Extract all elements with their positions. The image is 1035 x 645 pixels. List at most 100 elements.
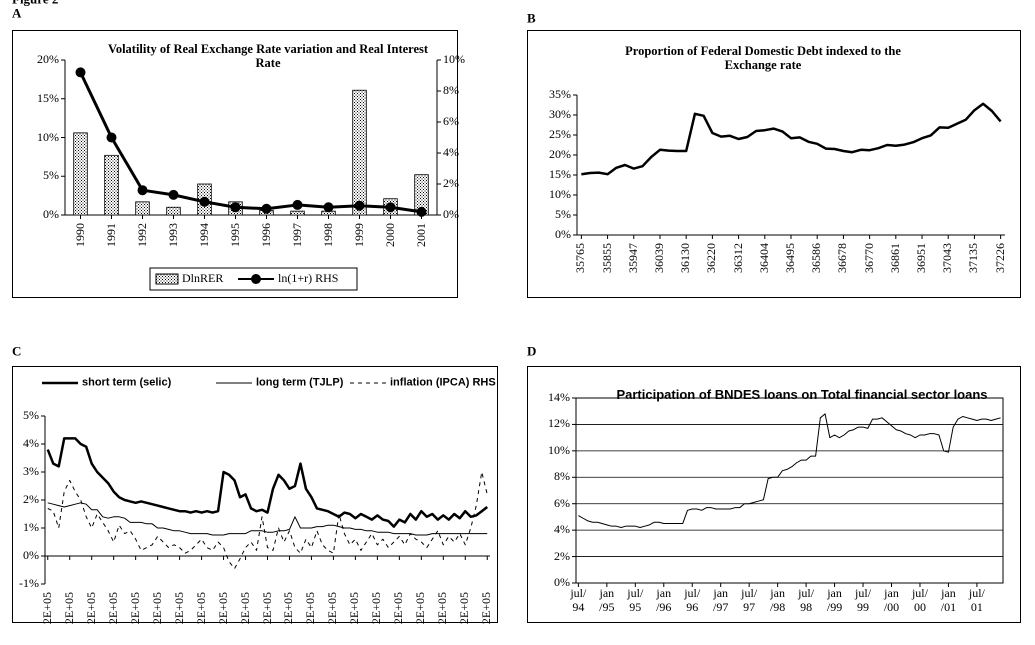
x-tick-label: 2E+05 <box>281 592 296 625</box>
x-tick-label: 2E+05 <box>391 592 406 625</box>
x-tick-label: 2E+05 <box>347 592 362 625</box>
line-marker <box>261 203 272 214</box>
x-tick-label: 2E+05 <box>171 592 186 625</box>
data-line <box>47 471 488 570</box>
y-tick-label: 5% <box>555 207 571 222</box>
line-marker <box>106 132 117 143</box>
x-tick-label: 2E+05 <box>215 592 230 625</box>
data-line <box>581 102 1002 176</box>
x-tick-label: jul/ 95 <box>627 586 644 614</box>
data-line <box>79 71 422 214</box>
bar <box>352 89 367 216</box>
legend-box <box>149 267 358 291</box>
y-tick-label: 0% <box>555 227 571 242</box>
x-tick-label: 2E+05 <box>83 592 98 625</box>
panel-frame <box>527 366 1021 623</box>
panel-letter: D <box>527 343 537 359</box>
y2-tick-label: 10% <box>443 52 465 67</box>
x-tick-label: 37226 <box>992 243 1007 273</box>
plot-frame <box>575 397 1004 584</box>
x-tick-label: 36039 <box>652 243 667 273</box>
x-tick-label: 37043 <box>940 243 955 273</box>
x-tick-label: 2E+05 <box>435 592 450 625</box>
y2-tick-label: 4% <box>443 145 459 160</box>
x-tick-label: 1999 <box>351 223 366 247</box>
x-tick-label: 35765 <box>573 243 588 273</box>
x-tick-label: 37135 <box>966 243 981 273</box>
x-tick-label: 1994 <box>196 223 211 247</box>
legend-label: inflation (IPCA) RHS <box>390 376 496 389</box>
y-tick-label: 5% <box>23 408 39 423</box>
y-tick-label: 25% <box>549 127 571 142</box>
line-marker <box>354 200 365 211</box>
bar <box>166 206 181 216</box>
bar <box>73 132 88 216</box>
x-tick-label: 36586 <box>809 243 824 273</box>
data-line <box>46 437 489 528</box>
x-tick-label: 2E+05 <box>193 592 208 625</box>
y-tick-label: 5% <box>43 168 59 183</box>
y-tick-label: 10% <box>549 187 571 202</box>
x-tick-label: 1996 <box>258 223 273 247</box>
x-tick-label: 2E+05 <box>259 592 274 625</box>
line-marker <box>168 189 179 200</box>
x-tick-label: 1992 <box>134 223 149 247</box>
x-tick-label: jul/ 00 <box>911 586 928 614</box>
y-tick-label: 0% <box>554 575 570 590</box>
x-tick-label: 2E+05 <box>479 592 494 625</box>
legend-label: long term (TJLP) <box>256 376 344 389</box>
line-marker <box>230 202 241 213</box>
x-tick-label: jul/ 97 <box>741 586 758 614</box>
y-tick-label: 15% <box>37 90 59 105</box>
x-tick-label: 1990 <box>72 223 87 247</box>
x-tick-label: 2E+05 <box>105 592 120 625</box>
y-tick-label: 0% <box>23 548 39 563</box>
y-tick-label: 4% <box>23 436 39 451</box>
x-tick-label: jan /98 <box>769 586 786 614</box>
x-tick-label: jul/ 01 <box>968 586 985 614</box>
x-tick-label: 36495 <box>783 243 798 273</box>
x-tick-label: 2E+05 <box>127 592 142 625</box>
x-tick-label: 36404 <box>756 243 771 273</box>
chart-title: Volatility of Real Exchange Rate variati… <box>107 42 429 71</box>
x-tick-label: 36220 <box>704 243 719 273</box>
bar <box>135 201 150 216</box>
x-tick-label: jul/ 96 <box>684 586 701 614</box>
x-tick-label: 2E+05 <box>39 592 54 625</box>
legend-marker <box>251 274 261 284</box>
data-line <box>578 413 1001 528</box>
x-tick-label: jan /96 <box>656 586 672 614</box>
y-tick-label: 30% <box>549 107 571 122</box>
y2-tick-label: 6% <box>443 114 459 129</box>
x-tick-label: 36312 <box>730 243 745 273</box>
y2-tick-label: 2% <box>443 176 459 191</box>
x-tick-label: 1998 <box>320 223 335 247</box>
x-tick-label: jan /97 <box>713 586 729 614</box>
y-tick-label: 8% <box>554 469 570 484</box>
x-tick-label: jan /00 <box>883 586 900 614</box>
x-tick-label: 2E+05 <box>237 592 252 625</box>
x-tick-label: jul/ 98 <box>798 586 815 614</box>
panel-letter: A <box>12 5 22 21</box>
x-tick-label: 2E+05 <box>61 592 76 625</box>
panel-letter: C <box>12 343 22 359</box>
y2-tick-label: 8% <box>443 83 459 98</box>
legend-label: ln(1+r) RHS <box>278 271 339 286</box>
line-marker <box>292 199 303 210</box>
x-tick-label: 36130 <box>678 243 693 273</box>
y-tick-label: 20% <box>549 147 571 162</box>
x-tick-label: 1991 <box>103 223 118 247</box>
x-tick-label: 1995 <box>227 223 242 247</box>
x-tick-label: 36861 <box>887 243 902 273</box>
y-tick-label: 4% <box>554 522 570 537</box>
chart-title: Proportion of Federal Domestic Debt inde… <box>625 44 901 73</box>
line-marker <box>199 196 210 207</box>
data-line <box>47 502 488 536</box>
figure-title: Figure 2 <box>12 0 58 7</box>
y-tick-label: 0% <box>43 207 59 222</box>
bar <box>290 210 305 216</box>
y-tick-label: 12% <box>548 416 570 431</box>
x-tick-label: 2E+05 <box>325 592 340 625</box>
x-tick-label: 2000 <box>382 223 397 247</box>
